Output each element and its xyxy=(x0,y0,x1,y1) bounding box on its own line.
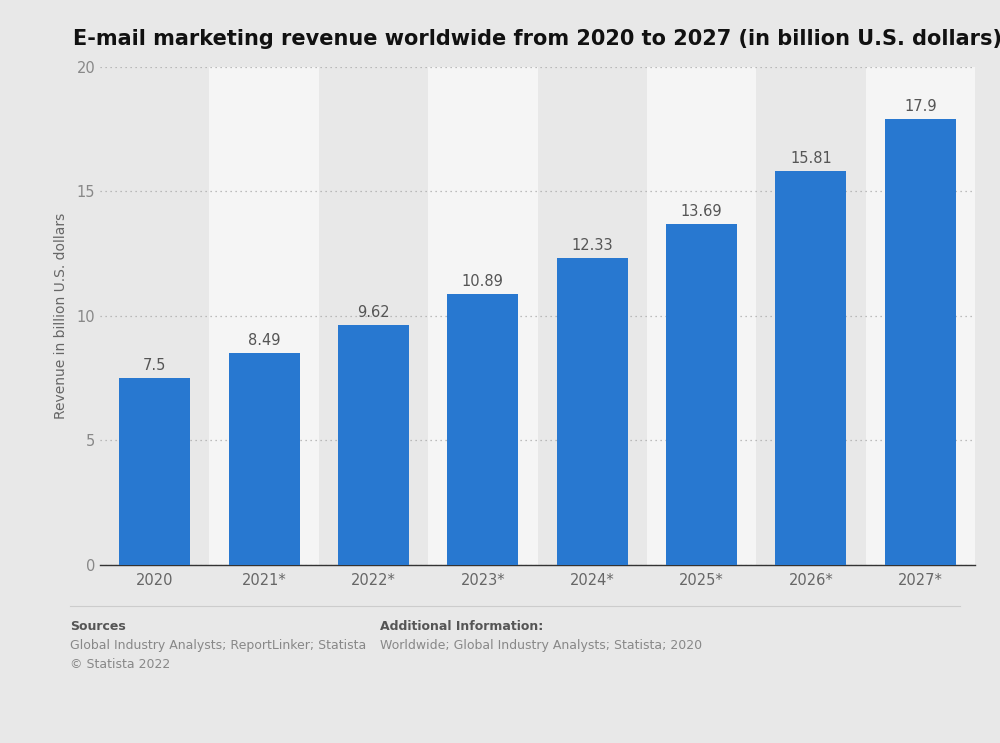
Bar xyxy=(756,67,866,565)
Text: Additional Information:: Additional Information: xyxy=(380,620,543,633)
Bar xyxy=(428,67,538,565)
Text: 8.49: 8.49 xyxy=(248,334,280,348)
Bar xyxy=(229,354,300,565)
Bar xyxy=(538,67,647,565)
Text: 17.9: 17.9 xyxy=(904,99,937,114)
Bar xyxy=(338,325,409,565)
Text: Sources: Sources xyxy=(70,620,126,633)
Bar xyxy=(209,67,319,565)
Bar xyxy=(866,67,975,565)
Text: Worldwide; Global Industry Analysts; Statista; 2020: Worldwide; Global Industry Analysts; Sta… xyxy=(380,639,702,652)
Text: 15.81: 15.81 xyxy=(790,151,832,166)
Text: 10.89: 10.89 xyxy=(462,273,504,288)
Bar xyxy=(666,224,737,565)
Bar xyxy=(885,119,956,565)
Bar xyxy=(447,293,518,565)
Bar xyxy=(119,378,190,565)
Text: 7.5: 7.5 xyxy=(143,358,166,373)
Bar xyxy=(647,67,756,565)
Bar xyxy=(319,67,428,565)
Text: 13.69: 13.69 xyxy=(681,204,722,219)
Bar xyxy=(100,67,209,565)
Text: Global Industry Analysts; ReportLinker; Statista
© Statista 2022: Global Industry Analysts; ReportLinker; … xyxy=(70,639,366,671)
Bar xyxy=(775,171,846,565)
Text: 9.62: 9.62 xyxy=(357,305,390,320)
Y-axis label: Revenue in billion U.S. dollars: Revenue in billion U.S. dollars xyxy=(54,212,68,419)
Title: E-mail marketing revenue worldwide from 2020 to 2027 (in billion U.S. dollars): E-mail marketing revenue worldwide from … xyxy=(73,29,1000,48)
Bar xyxy=(557,258,628,565)
Text: 12.33: 12.33 xyxy=(571,238,613,253)
